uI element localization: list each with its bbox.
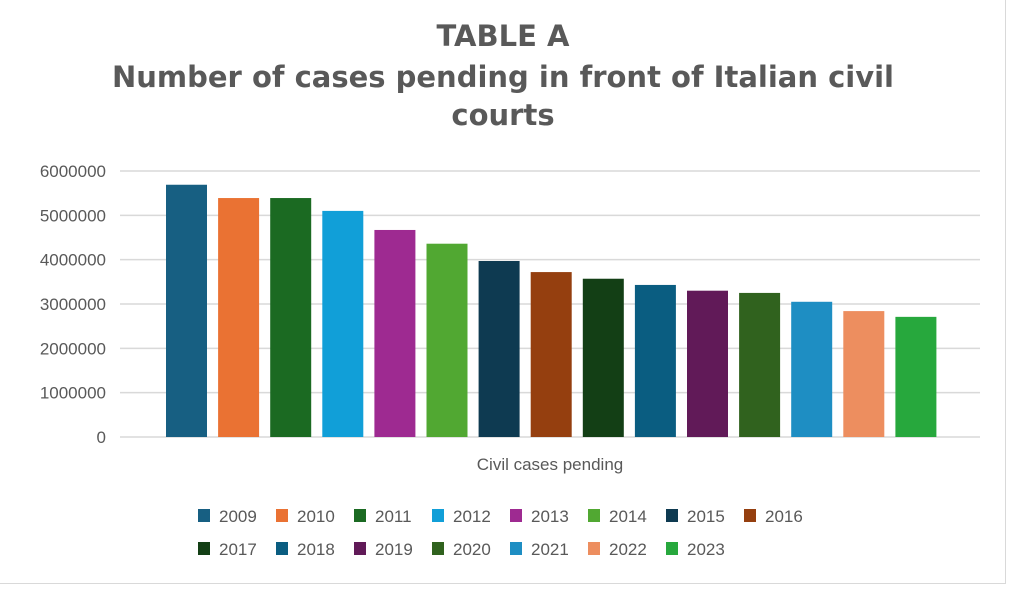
legend-item-2015: 2015 [666,507,725,526]
legend-label: 2019 [375,540,413,559]
legend-item-2020: 2020 [432,540,491,559]
legend-item-2013: 2013 [510,507,569,526]
chart-title-line-3: courts [451,98,554,132]
legend-label: 2015 [687,507,725,526]
legend-swatch [666,542,678,555]
legend-label: 2018 [297,540,335,559]
bar-2018 [634,284,676,437]
y-tick-label: 2000000 [40,339,106,358]
x-axis-category-label: Civil cases pending [477,455,623,474]
legend-label: 2020 [453,540,491,559]
legend-item-2010: 2010 [276,507,335,526]
legend-swatch [276,509,288,522]
legend-item-2022: 2022 [588,540,647,559]
bar-2021 [791,301,833,437]
legend-label: 2016 [765,507,803,526]
legend-label: 2009 [219,507,257,526]
legend-label: 2012 [453,507,491,526]
bar-2017 [582,278,624,437]
bar-2015 [478,260,520,437]
bar-2020 [739,292,781,437]
legend-swatch [588,509,600,522]
bar-2010 [218,198,260,437]
legend-item-2009: 2009 [198,507,257,526]
legend-swatch [744,509,756,522]
legend-swatch [198,509,210,522]
legend-label: 2021 [531,540,569,559]
legend-label: 2023 [687,540,725,559]
legend-swatch [432,509,444,522]
legend-item-2014: 2014 [588,507,647,526]
bar-2012 [322,210,364,437]
legend-label: 2014 [609,507,647,526]
bar-2009 [166,184,207,437]
y-tick-label: 0 [97,428,106,447]
y-tick-label: 6000000 [40,162,106,181]
y-tick-label: 1000000 [40,384,106,403]
bar-2022 [843,311,885,437]
legend-label: 2013 [531,507,569,526]
legend-item-2018: 2018 [276,540,335,559]
y-tick-label: 4000000 [40,251,106,270]
y-tick-label: 5000000 [40,206,106,225]
legend-item-2012: 2012 [432,507,491,526]
legend-label: 2022 [609,540,647,559]
bar-2019 [687,290,728,437]
chart-title-line-2: Number of cases pending in front of Ital… [112,60,894,94]
bar-2014 [426,243,468,437]
legend-swatch [666,509,678,522]
legend-swatch [198,542,210,555]
bar-2011 [270,198,312,437]
legend-label: 2010 [297,507,335,526]
legend-swatch [510,509,522,522]
bar-2016 [530,272,572,437]
legend-item-2017: 2017 [198,540,257,559]
legend-swatch [354,509,366,522]
legend-item-2021: 2021 [510,540,569,559]
legend-swatch [432,542,444,555]
bar-2013 [374,229,416,437]
legend-label: 2011 [375,507,412,526]
bar-2023 [895,316,937,437]
legend-item-2016: 2016 [744,507,803,526]
y-tick-label: 3000000 [40,295,106,314]
legend-label: 2017 [219,540,257,559]
legend-item-2011: 2011 [354,507,412,526]
legend-swatch [510,542,522,555]
legend-swatch [276,542,288,555]
legend-swatch [354,542,366,555]
legend-item-2019: 2019 [354,540,413,559]
chart-title-line-1: TABLE A [437,19,570,53]
legend-item-2023: 2023 [666,540,725,559]
legend-swatch [588,542,600,555]
